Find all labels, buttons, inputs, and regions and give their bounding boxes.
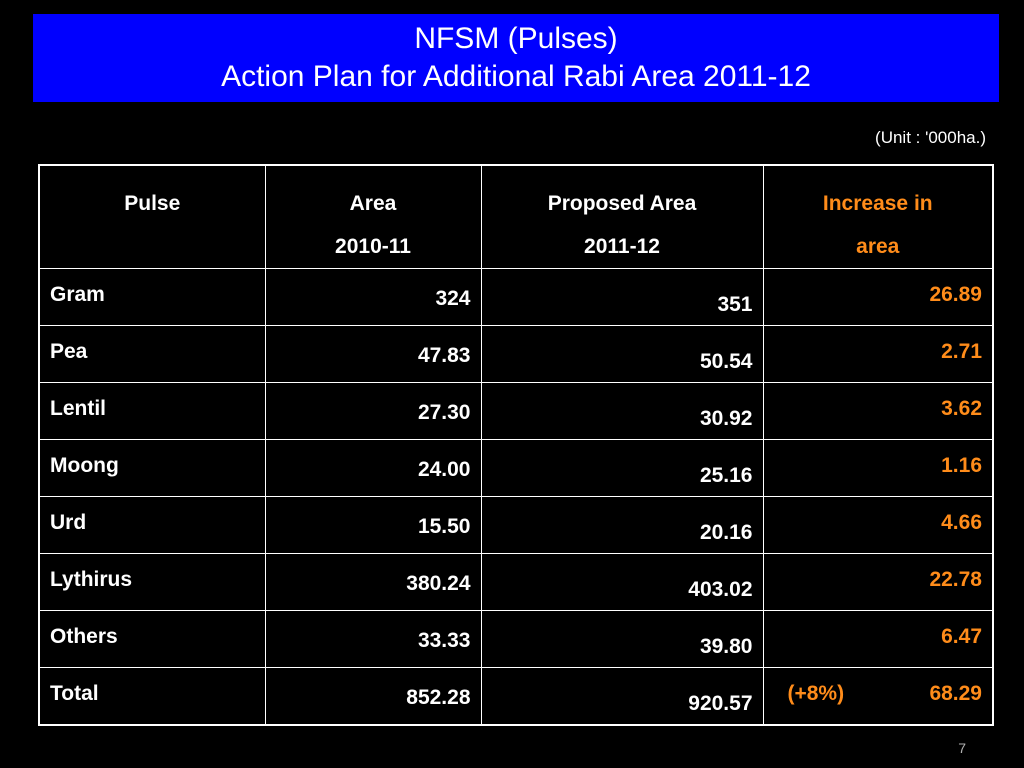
header-pulse: Pulse bbox=[38, 164, 266, 269]
proposed-value: 39.80 bbox=[480, 610, 764, 668]
table-total-row: Total 852.28 920.57 (+8%) 68.29 bbox=[38, 667, 994, 725]
area-value: 324 bbox=[264, 268, 482, 326]
header-proposed-line2: 2011-12 bbox=[584, 235, 660, 258]
increase-value: 22.78 bbox=[762, 553, 994, 611]
increase-value: 3.62 bbox=[762, 382, 994, 440]
table-row: Lythirus 380.24 403.02 22.78 bbox=[38, 553, 994, 611]
title-line-1: NFSM (Pulses) bbox=[414, 22, 618, 55]
total-label: Total bbox=[38, 667, 266, 725]
increase-value: 6.47 bbox=[762, 610, 994, 668]
total-increase-cell: (+8%) 68.29 bbox=[762, 667, 994, 725]
table-header-row: Pulse Area 2010-11 Proposed Area 2011-12… bbox=[38, 164, 994, 269]
proposed-value: 351 bbox=[480, 268, 764, 326]
header-area-line1: Area bbox=[349, 192, 397, 215]
header-increase-line1: Increase in bbox=[822, 192, 933, 215]
area-value: 380.24 bbox=[264, 553, 482, 611]
area-value: 24.00 bbox=[264, 439, 482, 497]
proposed-value: 30.92 bbox=[480, 382, 764, 440]
title-banner: NFSM (Pulses) Action Plan for Additional… bbox=[33, 14, 999, 102]
header-increase-line2: area bbox=[856, 235, 900, 258]
title-line-2: Action Plan for Additional Rabi Area 201… bbox=[221, 60, 811, 93]
increase-value: 26.89 bbox=[762, 268, 994, 326]
total-proposed-value: 920.57 bbox=[480, 667, 764, 725]
table-row: Others 33.33 39.80 6.47 bbox=[38, 610, 994, 668]
pulse-name: Moong bbox=[38, 439, 266, 497]
increase-value: 1.16 bbox=[762, 439, 994, 497]
area-value: 33.33 bbox=[264, 610, 482, 668]
increase-value: 2.71 bbox=[762, 325, 994, 383]
total-increase-percent: (+8%) bbox=[787, 682, 845, 705]
pulse-name: Gram bbox=[38, 268, 266, 326]
pulse-name: Urd bbox=[38, 496, 266, 554]
area-value: 27.30 bbox=[264, 382, 482, 440]
proposed-value: 50.54 bbox=[480, 325, 764, 383]
table-row: Gram 324 351 26.89 bbox=[38, 268, 994, 326]
proposed-value: 25.16 bbox=[480, 439, 764, 497]
area-value: 15.50 bbox=[264, 496, 482, 554]
pulse-name: Others bbox=[38, 610, 266, 668]
header-proposed-line1: Proposed Area bbox=[547, 192, 697, 215]
unit-note: (Unit : '000ha.) bbox=[875, 128, 986, 147]
table-row: Lentil 27.30 30.92 3.62 bbox=[38, 382, 994, 440]
page-number: 7 bbox=[958, 740, 966, 756]
area-value: 47.83 bbox=[264, 325, 482, 383]
total-area-value: 852.28 bbox=[264, 667, 482, 725]
pulse-name: Lentil bbox=[38, 382, 266, 440]
pulses-table: Pulse Area 2010-11 Proposed Area 2011-12… bbox=[38, 164, 994, 726]
pulse-name: Pea bbox=[38, 325, 266, 383]
header-area-line2: 2010-11 bbox=[335, 235, 411, 258]
increase-value: 4.66 bbox=[762, 496, 994, 554]
total-increase-value: 68.29 bbox=[929, 682, 982, 705]
table-row: Pea 47.83 50.54 2.71 bbox=[38, 325, 994, 383]
header-area: Area 2010-11 bbox=[264, 164, 482, 269]
proposed-value: 403.02 bbox=[480, 553, 764, 611]
table-row: Urd 15.50 20.16 4.66 bbox=[38, 496, 994, 554]
table-row: Moong 24.00 25.16 1.16 bbox=[38, 439, 994, 497]
proposed-value: 20.16 bbox=[480, 496, 764, 554]
header-increase: Increase in area bbox=[762, 164, 994, 269]
header-proposed-area: Proposed Area 2011-12 bbox=[480, 164, 764, 269]
pulse-name: Lythirus bbox=[38, 553, 266, 611]
